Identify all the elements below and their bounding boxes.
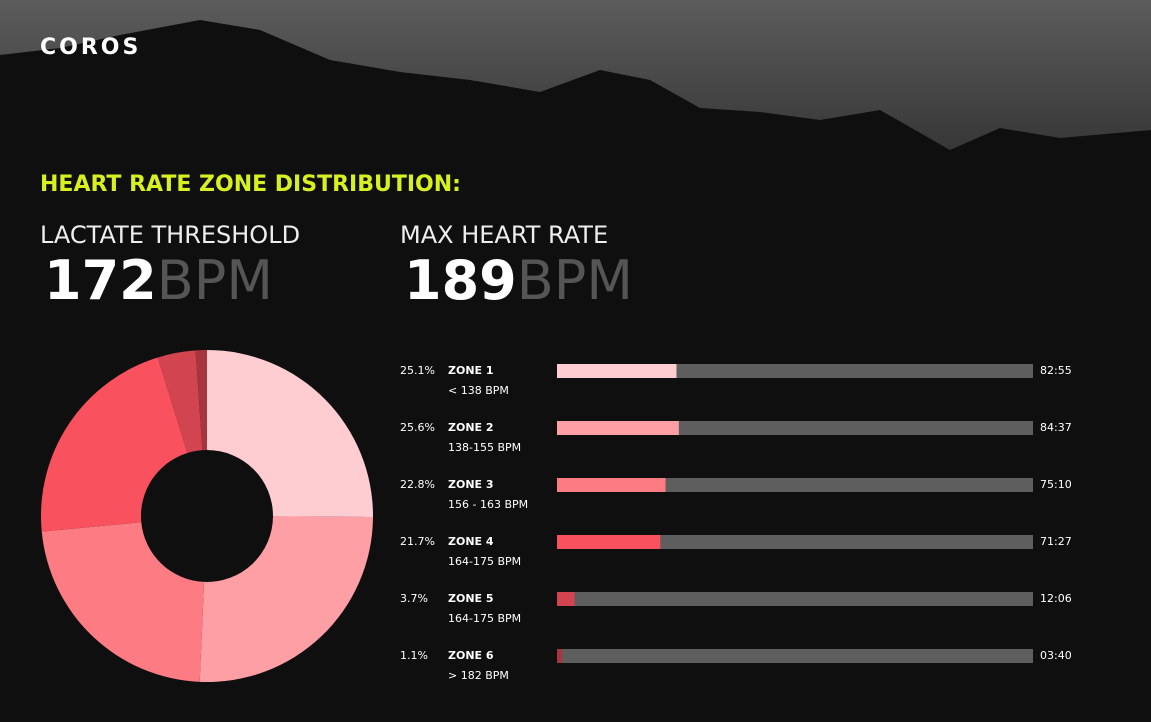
heading: HEART RATE ZONE DISTRIBUTION: xyxy=(40,172,461,197)
zone-percent: 22.8% xyxy=(400,478,435,491)
metric-label: MAX HEART RATE xyxy=(400,221,608,249)
metric-unit: BPM xyxy=(157,249,273,312)
bar xyxy=(557,421,679,435)
zone-range: > 182 BPM xyxy=(448,669,509,682)
zone-percent: 25.6% xyxy=(400,421,435,434)
bar xyxy=(557,592,575,606)
zone-duration: 75:10 xyxy=(1040,478,1072,491)
zone-percent: 25.1% xyxy=(400,364,435,377)
zone-percent: 1.1% xyxy=(400,649,428,662)
donut-slice xyxy=(41,522,205,682)
zone-duration: 03:40 xyxy=(1040,649,1072,662)
donut-slice xyxy=(195,350,207,451)
bar xyxy=(557,649,563,663)
zone-duration: 71:27 xyxy=(1040,535,1072,548)
zone-name: ZONE 3 xyxy=(448,478,494,491)
zone-range: < 138 BPM xyxy=(448,384,509,397)
zone-name: ZONE 2 xyxy=(448,421,494,434)
zone-range: 156 - 163 BPM xyxy=(448,498,528,511)
donut-slice xyxy=(199,516,373,682)
zone-percent: 21.7% xyxy=(400,535,435,548)
metric-value: 172BPM xyxy=(44,249,273,312)
zone-range: 164-175 BPM xyxy=(448,555,521,568)
bar-track xyxy=(557,478,1033,492)
donut-slice xyxy=(41,357,188,532)
zone-name: ZONE 1 xyxy=(448,364,494,377)
logo: COROS xyxy=(40,35,141,60)
donut-slice xyxy=(207,350,373,518)
metric-value: 189BPM xyxy=(404,249,633,312)
bar-track xyxy=(557,649,1033,663)
metric-label: LACTATE THRESHOLD xyxy=(40,221,300,249)
zone-duration: 84:37 xyxy=(1040,421,1072,434)
bar xyxy=(557,364,677,378)
zone-duration: 12:06 xyxy=(1040,592,1072,605)
zone-range: 164-175 BPM xyxy=(448,612,521,625)
zone-name: ZONE 4 xyxy=(448,535,494,548)
zone-name: ZONE 6 xyxy=(448,649,494,662)
bar xyxy=(557,478,666,492)
bar-track xyxy=(557,535,1033,549)
donut-slice xyxy=(157,350,203,453)
zone-name: ZONE 5 xyxy=(448,592,494,605)
metric-number: 189 xyxy=(404,249,517,312)
metric-unit: BPM xyxy=(517,249,633,312)
zone-range: 138-155 BPM xyxy=(448,441,521,454)
zone-duration: 82:55 xyxy=(1040,364,1072,377)
metric-number: 172 xyxy=(44,249,157,312)
bar-track xyxy=(557,592,1033,606)
bar xyxy=(557,535,661,549)
zone-percent: 3.7% xyxy=(400,592,428,605)
